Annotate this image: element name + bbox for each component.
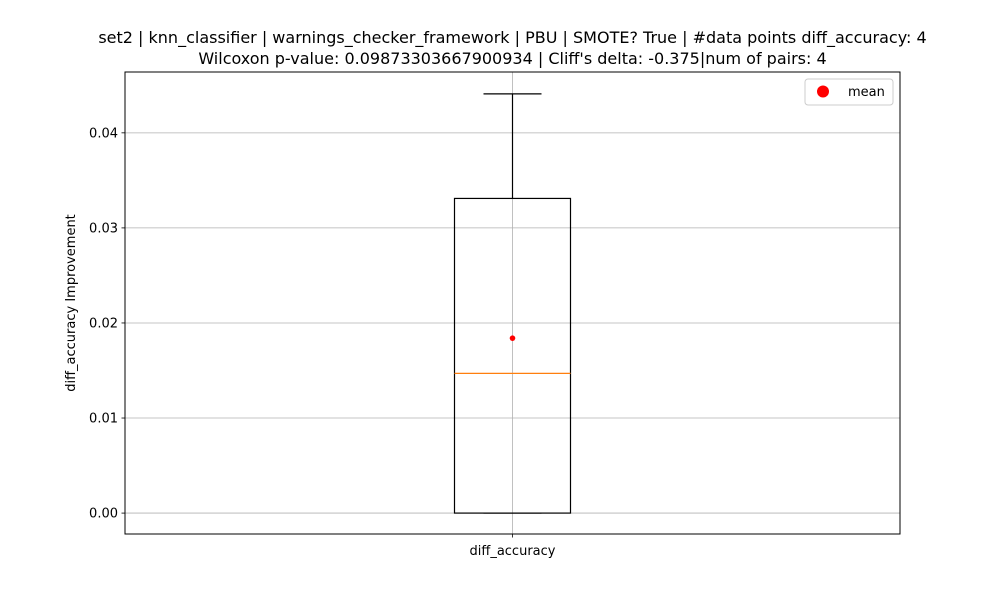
y-tick-label: 0.00 xyxy=(89,507,118,522)
legend-mean-marker xyxy=(817,85,829,98)
y-tick-label: 0.01 xyxy=(89,412,118,427)
axis-layer: 0.00 0.01 0.02 0.03 0.04 diff_accuracy xyxy=(89,71,901,559)
y-axis-label: diff_accuracy Improvement xyxy=(64,214,79,392)
y-tick-label: 0.04 xyxy=(89,126,118,141)
legend: mean xyxy=(804,78,894,106)
chart-title-line-2: Wilcoxon p-value: 0.09873303667900934 | … xyxy=(198,49,826,68)
plot-layer xyxy=(453,93,572,514)
x-tick-label: diff_accuracy xyxy=(470,544,556,559)
chart-title-line-1: set2 | knn_classifier | warnings_checker… xyxy=(98,28,926,48)
y-tick-label: 0.02 xyxy=(89,316,118,331)
plot-frame xyxy=(124,71,901,535)
box-iqr xyxy=(453,197,572,514)
mean-marker xyxy=(509,335,516,341)
grid-layer xyxy=(125,72,900,534)
legend-mean-label: mean xyxy=(848,85,885,100)
legend-frame xyxy=(804,78,894,106)
y-tick-label: 0.03 xyxy=(89,221,118,236)
